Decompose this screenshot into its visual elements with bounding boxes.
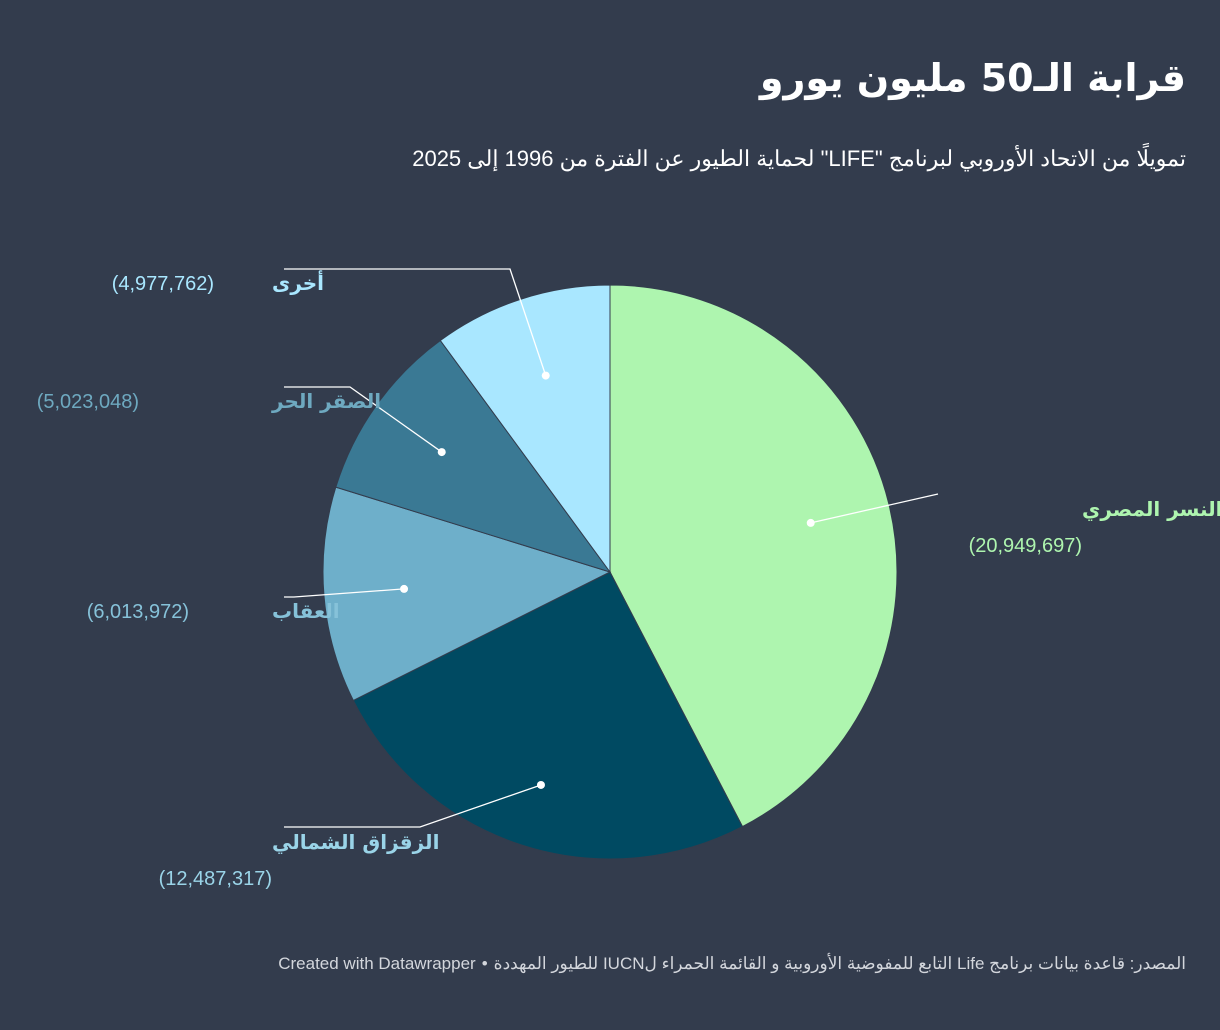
slice-value-label: (12,487,317): [159, 868, 272, 890]
leader-dot: [437, 448, 446, 457]
pie-slice[interactable]: [609, 284, 898, 828]
leader-line: [284, 386, 443, 453]
source-note: المصدر: قاعدة بيانات برنامج Life التابع …: [493, 954, 1186, 973]
footer-separator: •: [481, 954, 488, 973]
footer: المصدر: قاعدة بيانات برنامج Life التابع …: [26, 954, 1186, 974]
chart-title: قرابة الـ50 مليون يورو: [759, 56, 1186, 100]
slice-label: الزقزاق الشمالي: [272, 830, 439, 855]
leader-line: [284, 588, 405, 598]
datawrapper-credit-link[interactable]: Created with Datawrapper: [278, 954, 476, 973]
leader-line: [284, 268, 547, 376]
leader-dot: [541, 371, 550, 380]
leader-dot: [400, 584, 409, 593]
leader-line: [810, 493, 939, 524]
pie-slice[interactable]: [352, 571, 744, 860]
chart-subtitle: تمويلًا من الاتحاد الأوروبي لبرنامج "LIF…: [412, 146, 1186, 171]
slice-value-label: (4,977,762): [112, 273, 214, 295]
slice-label: الصقر الحر: [271, 389, 381, 413]
slice-value-label: (20,949,697): [969, 535, 1082, 557]
pie-slice[interactable]: [322, 486, 612, 702]
slice-value-label: (5,023,048): [37, 391, 139, 413]
slice-value-label: (6,013,972): [87, 601, 189, 623]
leader-dot: [536, 780, 545, 789]
leader-dot: [806, 518, 815, 527]
slice-label: أخرى: [272, 269, 324, 295]
slice-label: العقاب: [272, 599, 340, 623]
slice-label: النسر المصري: [1082, 497, 1220, 522]
leader-line: [284, 784, 542, 828]
